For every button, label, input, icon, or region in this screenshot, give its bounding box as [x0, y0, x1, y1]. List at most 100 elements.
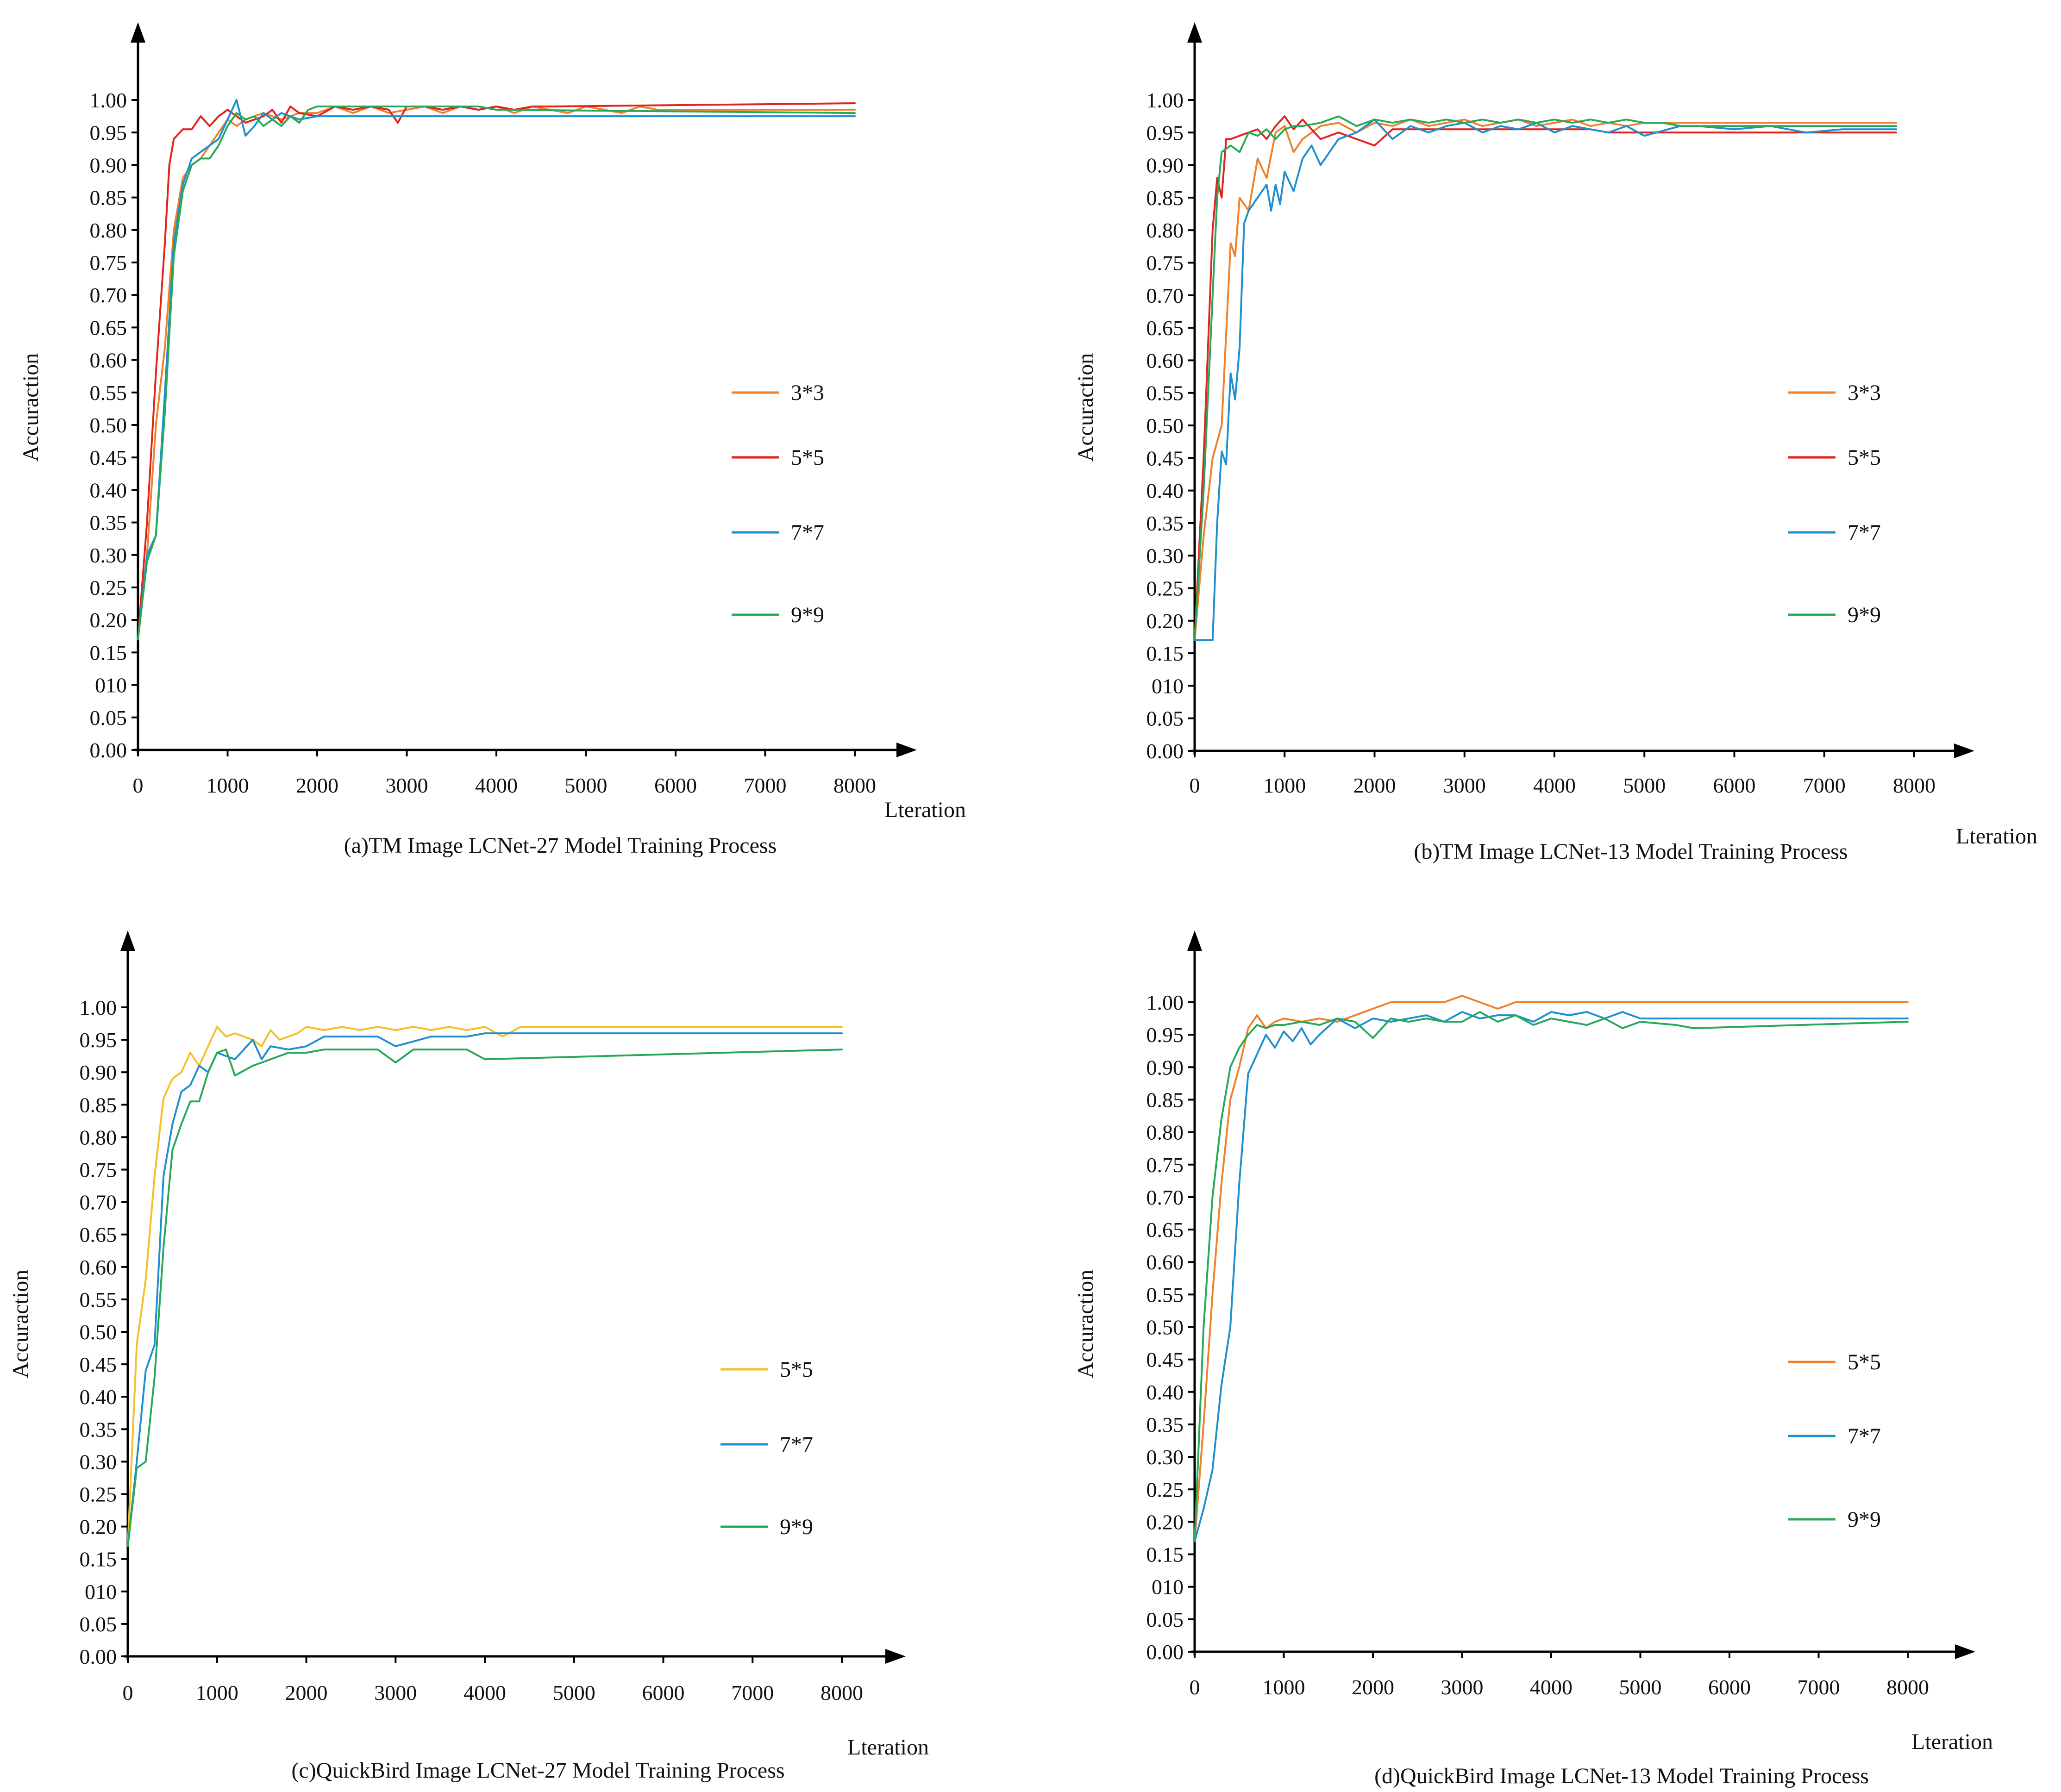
chart-a-y-tick-label: 0.85: [90, 186, 127, 210]
chart-a-y-tick-label: 010: [95, 674, 127, 697]
chart-a-x-tick-label: 0: [133, 774, 144, 797]
chart-c-x-tick-label: 4000: [464, 1681, 506, 1705]
chart-d-y-tick-label: 0.60: [1146, 1250, 1184, 1274]
chart-a-x-tick-label: 6000: [654, 774, 697, 797]
chart-a-y-tick-label: 0.65: [90, 316, 127, 339]
chart-b-y-tick-label: 0.85: [1146, 186, 1184, 210]
chart-c-y-tick-label: 0.65: [80, 1223, 117, 1247]
chart-d-y-axis-label: Accuraction: [1073, 1270, 1098, 1379]
chart-d-y-tick-label: 0.35: [1146, 1413, 1184, 1436]
chart-a-y-tick-label: 0.80: [90, 219, 127, 242]
chart-c-y-tick-label: 0.75: [80, 1158, 117, 1182]
chart-b-series-line: [1194, 115, 1898, 641]
chart-c-x-tick-label: 6000: [642, 1681, 685, 1705]
chart-a-series-line: [137, 106, 856, 641]
chart-panel-c: 0.00 0.05 010 0.15 0.20 0.25 0.30 0.35 0.40 0.45 0…: [8, 930, 929, 1783]
chart-c-x-tick-label: 0: [123, 1681, 133, 1705]
chart-c-y-tick-label: 0.40: [80, 1385, 117, 1409]
chart-b-x-axis-arrow: [1954, 743, 1974, 758]
chart-a-x-tick-label: 2000: [296, 774, 338, 797]
chart-panel-d: 0.00 0.05 010 0.15 0.20 0.25 0.30 0.35 0.40 0.45 0…: [1073, 930, 1993, 1788]
chart-c-y-tick-label: 0.90: [80, 1061, 117, 1084]
chart-c-y-tick-label: 0.45: [80, 1353, 117, 1376]
chart-a-y-tick-label: 0.20: [90, 608, 127, 632]
chart-d-series-line: [1194, 1011, 1909, 1542]
chart-a-y-axis-label: Accuraction: [19, 353, 43, 462]
chart-d-y-tick-label: 0.95: [1146, 1023, 1184, 1047]
chart-c-x-tick-label: 1000: [196, 1681, 238, 1705]
chart-d-x-axis-arrow: [1955, 1644, 1975, 1659]
chart-a-y-tick-label: 0.45: [90, 446, 127, 469]
chart-c-x-tick-label: 7000: [731, 1681, 774, 1705]
chart-d-y-tick-label: 0.75: [1146, 1153, 1184, 1177]
chart-c-y-tick-label: 0.05: [80, 1612, 117, 1636]
chart-d-y-tick-label: 0.40: [1146, 1380, 1184, 1404]
chart-b-x-tick-label: 2000: [1353, 774, 1396, 797]
chart-a-legend-label: 7*7: [791, 520, 824, 545]
chart-b-x-tick-label: 1000: [1263, 774, 1306, 797]
chart-b-legend-label: 7*7: [1848, 520, 1881, 545]
chart-b-y-tick-label: 0.05: [1146, 707, 1184, 731]
chart-d-x-tick-label: 5000: [1619, 1675, 1662, 1699]
chart-c-y-tick-label: 0.25: [80, 1483, 117, 1506]
chart-a-y-tick-label: 0.95: [90, 121, 127, 144]
chart-d-x-tick-label: 7000: [1798, 1675, 1840, 1699]
chart-a-y-tick-label: 0.25: [90, 576, 127, 599]
chart-a-y-tick-label: 0.55: [90, 381, 127, 405]
chart-c-y-tick-label: 010: [85, 1580, 117, 1604]
chart-d-y-axis-arrow: [1187, 930, 1202, 951]
chart-c-x-tick-label: 2000: [285, 1681, 328, 1705]
chart-panel-a: 0.00 0.05 010 0.15 0.20 0.25 0.30 0.35 0.40 0.45 0…: [19, 22, 966, 858]
chart-a-x-tick-label: 8000: [833, 774, 876, 797]
chart-a-y-tick-label: 0.90: [90, 153, 127, 177]
chart-d-y-tick-label: 0.30: [1146, 1445, 1184, 1469]
chart-d-x-axis-label: Lteration: [1911, 1730, 1993, 1754]
chart-c-y-tick-label: 0.15: [80, 1548, 117, 1571]
chart-a-marks: 0.00 0.05 010 0.15 0.20 0.25 0.30 0.35 0.40 0.45 0…: [90, 22, 917, 797]
chart-b-y-tick-label: 0.35: [1146, 512, 1184, 535]
chart-c-series-line: [127, 1049, 843, 1547]
chart-d-legend-label: 7*7: [1848, 1424, 1881, 1449]
chart-c-y-axis-label: Accuraction: [8, 1270, 33, 1379]
chart-a-series-line: [137, 102, 856, 641]
chart-b-y-tick-label: 0.95: [1146, 121, 1184, 144]
chart-d-x-tick-label: 3000: [1441, 1675, 1484, 1699]
chart-b-y-tick-label: 0.75: [1146, 251, 1184, 275]
chart-d-y-tick-label: 0.05: [1146, 1608, 1184, 1631]
chart-d-y-tick-label: 0.50: [1146, 1316, 1184, 1339]
chart-d-caption: (d)QuickBird Image LCNet-13 Model Traini…: [1374, 1764, 1869, 1788]
chart-d-y-tick-label: 1.00: [1146, 991, 1184, 1014]
chart-b-marks: 0.00 0.05 010 0.15 0.20 0.25 0.30 0.35 0.40 0.45 0…: [1146, 22, 1974, 797]
chart-c-y-tick-label: 0.80: [80, 1125, 117, 1149]
chart-c-x-tick-label: 3000: [374, 1681, 417, 1705]
chart-a-y-tick-label: 0.00: [90, 738, 127, 762]
chart-c-y-tick-label: 0.70: [80, 1191, 117, 1214]
chart-d-x-tick-label: 2000: [1352, 1675, 1394, 1699]
chart-d-y-tick-label: 0.90: [1146, 1055, 1184, 1079]
chart-a-y-tick-label: 0.40: [90, 478, 127, 502]
chart-d-legend-label: 5*5: [1848, 1350, 1881, 1374]
chart-a-x-axis-label: Lteration: [884, 798, 966, 822]
chart-c-legend-label: 5*5: [780, 1357, 813, 1382]
chart-c-series-line: [127, 1032, 843, 1547]
chart-b-x-tick-label: 5000: [1623, 774, 1666, 797]
chart-a-x-tick-label: 3000: [386, 774, 428, 797]
chart-b-legend-label: 3*3: [1848, 381, 1881, 405]
chart-d-y-tick-label: 0.00: [1146, 1640, 1184, 1664]
chart-c-y-tick-label: 0.95: [80, 1028, 117, 1052]
chart-b-y-tick-label: 0.55: [1146, 381, 1184, 405]
chart-d-x-tick-label: 8000: [1886, 1675, 1929, 1699]
chart-b-y-axis-arrow: [1187, 22, 1202, 43]
chart-b-y-tick-label: 010: [1152, 674, 1184, 698]
chart-b-y-tick-label: 0.90: [1146, 154, 1184, 177]
chart-d-x-tick-label: 6000: [1708, 1675, 1751, 1699]
chart-d-x-tick-label: 4000: [1530, 1675, 1572, 1699]
chart-a-x-tick-label: 7000: [744, 774, 787, 797]
chart-d-series-line: [1194, 995, 1909, 1542]
chart-b-y-tick-label: 0.80: [1146, 219, 1184, 242]
chart-a-x-tick-label: 5000: [565, 774, 608, 797]
chart-c-marks: 0.00 0.05 010 0.15 0.20 0.25 0.30 0.35 0.40 0.45 0…: [80, 930, 906, 1705]
chart-c-y-tick-label: 0.35: [80, 1417, 117, 1441]
chart-b-y-tick-label: 0.40: [1146, 479, 1184, 503]
